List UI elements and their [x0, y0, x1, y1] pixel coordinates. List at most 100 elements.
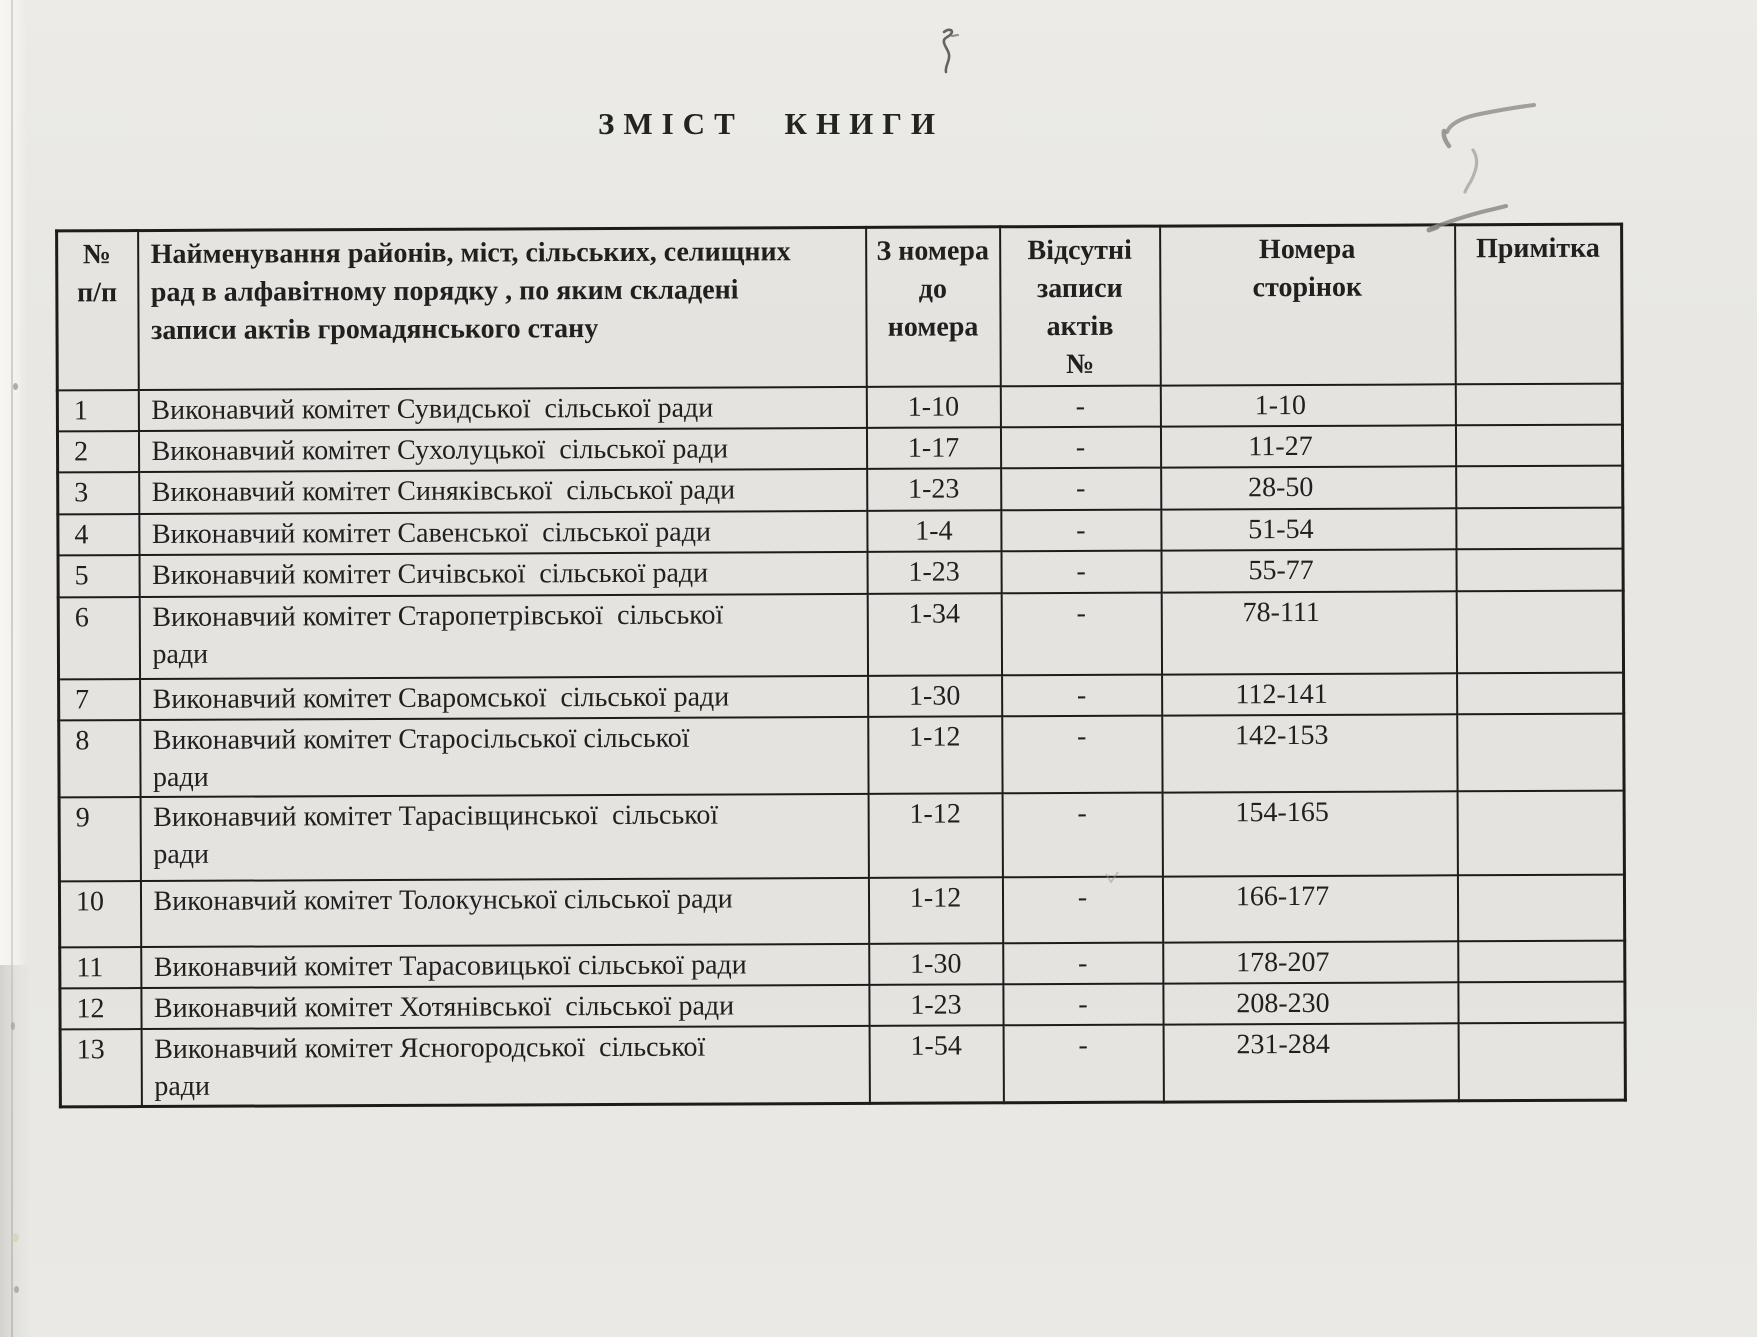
cell-missing-acts: -	[1000, 426, 1161, 469]
cell-row-number: 11	[59, 947, 141, 989]
cell-council-name: Виконавчий комітет Старосільської сільсь…	[139, 716, 869, 798]
cell-act-number-range: 1-4	[866, 510, 1002, 552]
cell-note	[1455, 383, 1623, 426]
cell-missing-acts: -	[1001, 550, 1162, 594]
cell-missing-acts: -	[1000, 467, 1161, 511]
cell-council-name: Виконавчий комітет Старопетрівської сіль…	[139, 593, 868, 680]
cell-act-number-range: 1-23	[868, 984, 1004, 1026]
cell-council-name: Виконавчий комітет Сухолуцької сільської…	[138, 427, 867, 473]
cell-row-number: 2	[57, 431, 139, 473]
cell-row-number: 1	[57, 390, 139, 432]
header-cell-missing-acts: Відсутні записи актів №	[999, 226, 1161, 387]
cell-page-range: 55-77	[1161, 549, 1457, 593]
cell-note	[1458, 1022, 1626, 1101]
cell-row-number: 10	[59, 881, 141, 948]
cell-page-range: 1-10	[1160, 384, 1456, 427]
cell-page-range: 142-153	[1161, 714, 1458, 793]
cell-note	[1456, 713, 1625, 792]
cell-page-range: 78-111	[1161, 591, 1457, 675]
cell-council-name: Виконавчий комітет Савенської сільської …	[138, 510, 868, 556]
cell-row-number: 8	[58, 720, 141, 798]
table-row: 9 Виконавчий комітет Тарасівщинської сіл…	[59, 790, 1625, 882]
cell-act-number-range: 1-12	[868, 877, 1003, 944]
cell-page-range: 178-207	[1162, 941, 1458, 984]
cell-council-name: Виконавчий комітет Хотянівської сільсько…	[140, 984, 870, 1030]
cell-act-number-range: 1-12	[868, 793, 1003, 878]
cell-page-range: 112-141	[1161, 673, 1457, 716]
cell-page-range: 166-177	[1162, 875, 1458, 943]
table-header-row: № п/п Найменування районів, міст, сільсь…	[56, 224, 1623, 391]
page-edge-shadow	[0, 965, 30, 1337]
cell-council-name: Виконавчий комітет Синяківської сільсько…	[138, 468, 867, 515]
ink-squiggle-mark	[942, 28, 959, 74]
table-row: 4 Виконавчий комітет Савенської сільсько…	[57, 507, 1623, 556]
cell-council-name: Виконавчий комітет Тарасівщинської сільс…	[140, 793, 869, 882]
table-row: 12 Виконавчий комітет Хотянівської сільс…	[59, 981, 1626, 1030]
header-cell-council-name: Найменування районів, міст, сільських, с…	[137, 227, 867, 391]
header-cell-note: Примітка	[1454, 224, 1623, 385]
cell-note	[1457, 981, 1626, 1024]
cell-row-number: 3	[57, 472, 139, 515]
cell-missing-acts: -	[1002, 983, 1164, 1026]
cell-act-number-range: 1-23	[867, 551, 1002, 594]
cell-missing-acts: -	[1001, 592, 1162, 676]
cell-note	[1455, 548, 1624, 592]
pencil-roman-numeral-mark	[1426, 103, 1536, 233]
table-row: 1 Виконавчий комітет Сувидської сільсько…	[57, 383, 1623, 432]
cell-act-number-range: 1-30	[867, 675, 1002, 717]
table-row: 2 Виконавчий комітет Сухолуцької сільськ…	[57, 424, 1623, 473]
cell-row-number: 7	[58, 679, 140, 721]
table-row: 8 Виконавчий комітет Старосільської сіль…	[58, 713, 1625, 798]
cell-row-number: 13	[60, 1029, 142, 1107]
table-body: № п/п Найменування районів, міст, сільсь…	[56, 224, 1626, 1107]
cell-page-range: 208-230	[1162, 982, 1459, 1025]
cell-council-name: Виконавчий комітет Сувидської сільської …	[138, 386, 867, 432]
cell-act-number-range: 1-12	[867, 716, 1003, 794]
cell-council-name: Виконавчий комітет Толокунської сільсько…	[140, 877, 869, 948]
table-row: 7 Виконавчий комітет Сваромської сільськ…	[58, 672, 1624, 721]
table-row: 10 Виконавчий комітет Толокунської сільс…	[59, 874, 1625, 948]
cell-missing-acts: -	[1002, 942, 1163, 985]
cell-missing-acts: -	[1000, 385, 1161, 428]
cell-missing-acts: -	[1002, 876, 1163, 944]
header-cell-row-number: № п/п	[56, 230, 139, 391]
cell-missing-acts: -	[1002, 792, 1163, 878]
cell-council-name: Виконавчий комітет Ясногородської сільсь…	[141, 1025, 870, 1107]
table-row: 6 Виконавчий комітет Старопетрівської сі…	[58, 590, 1624, 680]
cell-row-number: 9	[59, 797, 141, 882]
cell-note	[1457, 940, 1625, 983]
cell-note	[1456, 590, 1624, 674]
cell-note	[1456, 672, 1624, 715]
table-row: 3 Виконавчий комітет Синяківської сільсь…	[57, 465, 1623, 515]
scan-speck	[14, 1286, 19, 1293]
cell-row-number: 4	[57, 514, 140, 556]
cell-page-range: 28-50	[1160, 466, 1456, 510]
cell-page-range: 51-54	[1160, 508, 1456, 551]
cell-act-number-range: 1-17	[866, 427, 1001, 469]
cell-council-name: Виконавчий комітет Тарасовицької сільськ…	[140, 943, 869, 989]
cell-missing-acts: -	[1001, 715, 1163, 794]
cell-act-number-range: 1-54	[869, 1025, 1004, 1104]
header-cell-act-number-range: З номера до номера	[865, 226, 1001, 387]
cell-act-number-range: 1-34	[867, 593, 1002, 676]
cell-note	[1455, 424, 1623, 467]
contents-table: № п/п Найменування районів, міст, сільсь…	[55, 222, 1627, 1109]
cell-act-number-range: 1-23	[866, 468, 1001, 511]
header-cell-page-range: Номера сторінок	[1159, 224, 1456, 386]
table-row: 5 Виконавчий комітет Сичівської сільсько…	[58, 548, 1624, 598]
scan-speck	[11, 1022, 15, 1030]
scan-speck	[13, 383, 18, 390]
scan-speck	[12, 1233, 19, 1242]
cell-council-name: Виконавчий комітет Сваромської сільської…	[139, 675, 868, 721]
cell-note	[1455, 465, 1623, 509]
cell-row-number: 5	[58, 555, 140, 598]
table-row: 13 Виконавчий комітет Ясногородської сіл…	[60, 1022, 1626, 1107]
cell-page-range: 154-165	[1162, 791, 1458, 877]
cell-council-name: Виконавчий комітет Сичівської сільської …	[139, 551, 868, 598]
cell-missing-acts: -	[1000, 509, 1162, 552]
cell-row-number: 12	[59, 988, 142, 1030]
cell-missing-acts: -	[1003, 1024, 1164, 1103]
page-title: ЗМІСТ КНИГИ	[598, 106, 945, 141]
page-fold-line	[11, 0, 13, 1337]
cell-row-number: 6	[58, 597, 140, 680]
